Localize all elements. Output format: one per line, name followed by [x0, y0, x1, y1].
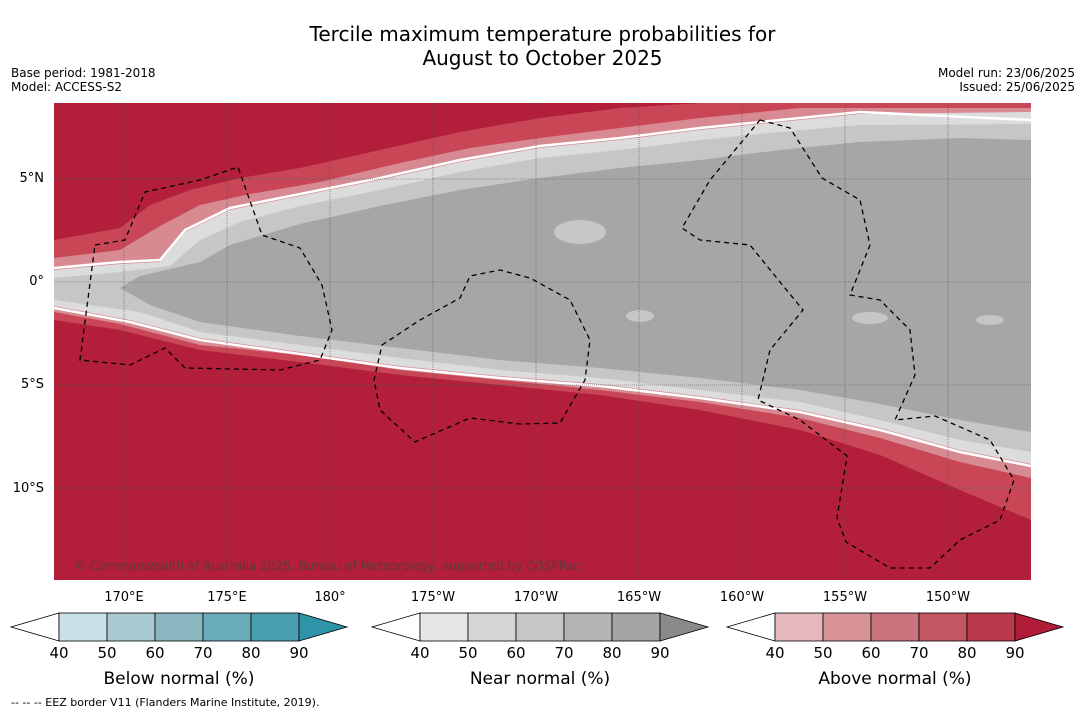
- colorbar-max-extension: [299, 613, 347, 641]
- above-tick: 40: [760, 644, 790, 662]
- lon-label: 175°W: [403, 590, 463, 605]
- near-normal-patch: [554, 220, 606, 244]
- lon-label: 165°W: [609, 590, 669, 605]
- colorbar-segment: [155, 613, 203, 641]
- colorbar-max-extension: [1015, 613, 1063, 641]
- below-normal-colorbar: [11, 613, 347, 641]
- near-tick: 40: [405, 644, 435, 662]
- below-tick: 50: [92, 644, 122, 662]
- colorbar-segment: [516, 613, 564, 641]
- below-tick: 40: [44, 644, 74, 662]
- near-normal-label: Near normal (%): [410, 669, 670, 689]
- above-tick: 50: [808, 644, 838, 662]
- colorbar-segment: [59, 613, 107, 641]
- near-tick: 80: [597, 644, 627, 662]
- above-normal-label: Above normal (%): [765, 669, 1025, 689]
- eez-footnote: -- -- -- EEZ border V11 (Flanders Marine…: [11, 696, 319, 709]
- near-normal-colorbar: [372, 613, 708, 641]
- near-normal-patch: [626, 310, 654, 322]
- near-normal-patch: [852, 312, 888, 324]
- colorbar-segment: [967, 613, 1015, 641]
- near-tick: 60: [501, 644, 531, 662]
- near-tick: 50: [453, 644, 483, 662]
- lat-label-equator: 0°: [4, 274, 44, 289]
- colorbar-segment: [203, 613, 251, 641]
- lon-label: 175°E: [197, 590, 257, 605]
- below-tick: 60: [140, 644, 170, 662]
- lon-label: 160°W: [712, 590, 772, 605]
- near-normal-patch: [976, 315, 1004, 325]
- above-tick: 80: [952, 644, 982, 662]
- colorbar-min-extension: [727, 613, 775, 641]
- lon-label: 170°E: [94, 590, 154, 605]
- colorbar-min-extension: [372, 613, 420, 641]
- colorbar-segment: [564, 613, 612, 641]
- colorbar-segment: [612, 613, 660, 641]
- above-tick: 90: [1000, 644, 1030, 662]
- lon-label: 155°W: [815, 590, 875, 605]
- above-tick: 70: [904, 644, 934, 662]
- near-tick: 70: [549, 644, 579, 662]
- lon-label: 170°W: [506, 590, 566, 605]
- colorbar-segment: [107, 613, 155, 641]
- lon-label: 180°: [300, 590, 360, 605]
- below-tick: 70: [188, 644, 218, 662]
- lat-label-5s: 5°S: [4, 377, 44, 392]
- colorbar-segment: [775, 613, 823, 641]
- colorbar-segment: [871, 613, 919, 641]
- lat-label-10s: 10°S: [4, 481, 44, 496]
- below-normal-label: Below normal (%): [49, 669, 309, 689]
- colorbars: [0, 608, 1085, 648]
- copyright-text: © Commonwealth of Australia 2025, Bureau…: [74, 559, 579, 573]
- near-tick: 90: [645, 644, 675, 662]
- above-normal-colorbar: [727, 613, 1063, 641]
- colorbar-segment: [823, 613, 871, 641]
- colorbar-segment: [468, 613, 516, 641]
- colorbar-segment: [251, 613, 299, 641]
- lat-label-5n: 5°N: [4, 171, 44, 186]
- colorbar-min-extension: [11, 613, 59, 641]
- above-tick: 60: [856, 644, 886, 662]
- colorbar-segment: [919, 613, 967, 641]
- colorbar-max-extension: [660, 613, 708, 641]
- colorbar-segment: [420, 613, 468, 641]
- below-tick: 90: [284, 644, 314, 662]
- probability-field: [54, 103, 1031, 580]
- lon-label: 150°W: [918, 590, 978, 605]
- below-tick: 80: [236, 644, 266, 662]
